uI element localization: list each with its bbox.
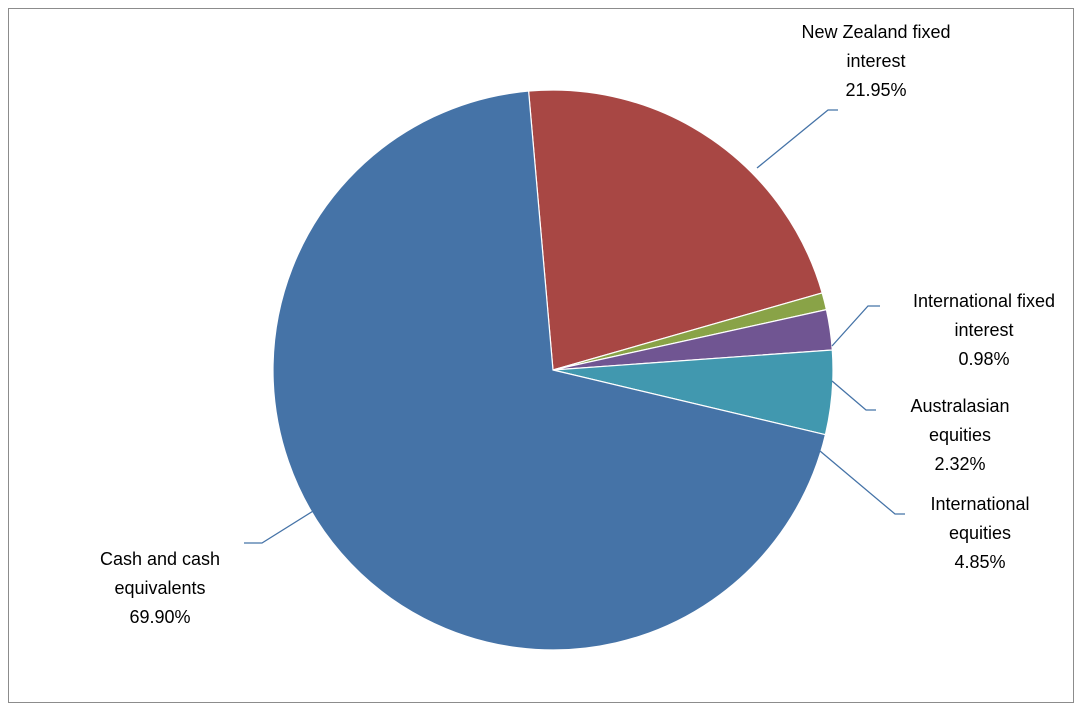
leader-line-international-equities: [819, 450, 905, 515]
slice-value-label: 0.98%: [958, 349, 1009, 369]
data-label-new-zealand-fixed-interest: New Zealand fixed interest 21.95%: [801, 22, 950, 100]
leader-line-international-fixed-interest: [831, 305, 880, 347]
slice-value-label: 4.85%: [954, 552, 1005, 572]
data-labels: New Zealand fixed interest 21.95% Internati…: [100, 22, 1055, 627]
data-label-international-equities: International equities 4.85%: [930, 494, 1029, 572]
slice-value-label: 69.90%: [129, 607, 190, 627]
leader-line-new-zealand-fixed-interest: [756, 109, 838, 169]
slice-category-label: equities: [949, 523, 1011, 543]
slice-category-label: International: [930, 494, 1029, 514]
slice-category-label: equivalents: [114, 578, 205, 598]
slice-category-label: interest: [846, 51, 905, 71]
leader-lines: [244, 109, 905, 544]
leader-line-australasian-equities: [831, 380, 876, 411]
data-label-australasian-equities: Australasian equities 2.32%: [910, 396, 1009, 474]
slice-value-label: 21.95%: [845, 80, 906, 100]
slice-category-label: interest: [954, 320, 1013, 340]
slice-category-label: equities: [929, 425, 991, 445]
pie-slice-cash-and-cash-equivalents: [272, 90, 827, 651]
slice-category-label: Cash and cash: [100, 549, 220, 569]
leader-line-cash-and-cash-equivalents: [244, 507, 319, 544]
slice-category-label: International fixed: [913, 291, 1055, 311]
slice-value-label: 2.32%: [934, 454, 985, 474]
slice-category-label: Australasian: [910, 396, 1009, 416]
slice-category-label: New Zealand fixed: [801, 22, 950, 42]
pie-slices: [272, 89, 834, 651]
data-label-international-fixed-interest: International fixed interest 0.98%: [913, 291, 1055, 369]
data-label-cash-and-cash-equivalents: Cash and cash equivalents 69.90%: [100, 549, 220, 627]
pie-slice-new-zealand-fixed-interest: [527, 89, 823, 371]
